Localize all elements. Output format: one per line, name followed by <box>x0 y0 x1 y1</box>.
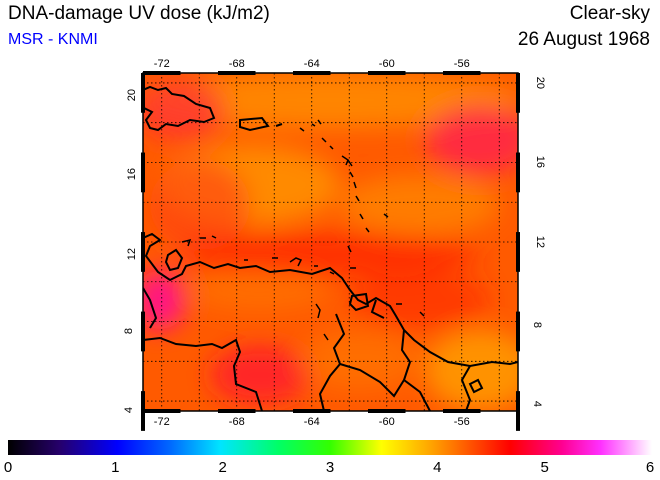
frame-checker <box>143 71 181 75</box>
colorbar-label: 2 <box>218 459 227 476</box>
frame-checker <box>141 73 145 113</box>
lon-tick-label: -64 <box>303 416 320 428</box>
frame-checker <box>516 152 520 193</box>
lon-tick-label: -72 <box>153 416 170 428</box>
coastlines <box>143 85 518 411</box>
lon-tick-label: -68 <box>228 416 245 428</box>
frame-checker <box>293 409 331 413</box>
frame-checker <box>516 73 520 113</box>
islands <box>181 119 425 341</box>
lon-tick-label: -56 <box>453 416 470 428</box>
date-label: 26 August 1968 <box>517 29 650 50</box>
lat-tick-label: 8 <box>531 321 544 328</box>
frame-checker <box>218 409 256 413</box>
frame-checker <box>218 71 256 75</box>
frame-checker <box>368 71 406 75</box>
lon-tick-label: -64 <box>303 58 320 70</box>
colorbar <box>8 440 652 455</box>
lon-tick-label: -60 <box>378 58 395 70</box>
frame-checker <box>516 311 520 352</box>
lat-tick-label: 16 <box>126 168 139 181</box>
frame-checkers <box>141 71 520 431</box>
lat-tick-label: 16 <box>534 156 547 169</box>
lon-tick-label: -56 <box>453 58 470 70</box>
colorbar-label: 5 <box>540 459 549 476</box>
dose-field <box>143 73 518 411</box>
lat-tick-label: 12 <box>534 235 547 248</box>
lat-tick-label: 8 <box>123 327 136 334</box>
lat-tick-label: 4 <box>123 407 136 414</box>
frame-checker <box>368 409 406 413</box>
frame-checker <box>143 409 181 413</box>
colorbar-label: 3 <box>325 459 335 476</box>
frame-checker <box>516 391 520 431</box>
colorbar-label: 1 <box>111 459 120 476</box>
frame-checker <box>141 311 145 352</box>
frame-checker <box>293 71 331 75</box>
colorbar-label: 0 <box>3 459 13 476</box>
frame-checker <box>141 152 145 193</box>
lat-tick-label: 20 <box>534 76 547 89</box>
frame-checker <box>141 391 145 431</box>
frame-checker <box>443 409 481 413</box>
frame-checker <box>141 232 145 272</box>
lon-tick-label: -60 <box>378 416 395 428</box>
graticule <box>143 73 518 411</box>
source-label: MSR - KNMI <box>8 31 98 48</box>
map-title: DNA-damage UV dose (kJ/m2) <box>8 3 270 24</box>
lon-tick-label: -68 <box>228 58 245 70</box>
lat-tick-label: 4 <box>531 400 544 408</box>
lat-tick-label: 12 <box>126 248 139 261</box>
frame-checker <box>516 232 520 272</box>
lat-tick-label: 20 <box>126 88 139 102</box>
colorbar-label: 6 <box>645 459 655 476</box>
lon-tick-label: -72 <box>153 58 170 70</box>
frame-checker <box>443 71 481 75</box>
colorbar-label: 4 <box>433 459 442 476</box>
sky-condition-label: Clear-sky <box>569 3 650 24</box>
